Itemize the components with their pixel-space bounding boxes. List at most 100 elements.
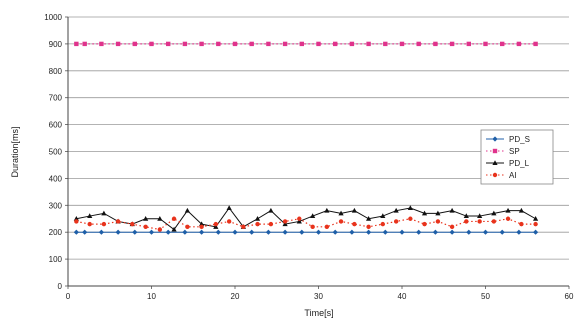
y-tick-label: 700 bbox=[49, 94, 63, 103]
data-point-pd-s bbox=[282, 229, 288, 235]
data-point-pd-l bbox=[477, 213, 483, 219]
data-point-ai bbox=[115, 219, 121, 224]
x-tick-label: 50 bbox=[481, 292, 490, 301]
data-point-ai bbox=[366, 224, 371, 230]
data-point-pd-l bbox=[338, 210, 344, 216]
data-point-sp bbox=[299, 41, 304, 47]
series-layer bbox=[73, 41, 539, 235]
data-point-sp bbox=[266, 41, 271, 47]
data-point-pd-l bbox=[421, 210, 428, 216]
legend-swatch-marker bbox=[492, 160, 498, 165]
y-tick-label: 600 bbox=[49, 121, 63, 130]
data-point-pd-l bbox=[184, 207, 191, 213]
data-point-pd-s bbox=[73, 229, 79, 235]
data-point-ai bbox=[324, 224, 330, 230]
data-point-sp bbox=[500, 41, 505, 47]
legend-label: PD_S bbox=[509, 135, 530, 144]
data-point-pd-l bbox=[101, 210, 107, 216]
data-point-sp bbox=[132, 41, 137, 47]
data-point-ai bbox=[408, 216, 413, 221]
data-point-ai bbox=[380, 221, 385, 227]
data-point-pd-l bbox=[505, 207, 511, 213]
data-point-pd-l bbox=[533, 215, 539, 221]
x-axis-title: Time[s] bbox=[304, 308, 333, 318]
data-point-pd-s bbox=[249, 229, 255, 235]
data-point-sp bbox=[383, 41, 388, 47]
data-point-sp bbox=[366, 41, 371, 47]
data-point-pd-s bbox=[366, 229, 372, 235]
data-point-pd-s bbox=[332, 229, 338, 235]
legend-swatch-marker bbox=[492, 172, 498, 178]
series-ai bbox=[74, 216, 538, 232]
data-point-sp bbox=[516, 41, 522, 47]
y-tick-label: 900 bbox=[49, 40, 63, 49]
data-point-sp bbox=[199, 41, 204, 47]
x-tick-label: 30 bbox=[314, 292, 323, 301]
legend-label: PD_L bbox=[509, 159, 530, 168]
data-point-pd-s bbox=[315, 229, 322, 235]
data-point-pd-l bbox=[226, 205, 232, 210]
data-point-sp bbox=[433, 41, 438, 47]
data-point-ai bbox=[338, 219, 344, 224]
data-point-sp bbox=[82, 41, 87, 47]
data-point-ai bbox=[101, 221, 107, 227]
data-point-sp bbox=[149, 41, 154, 47]
data-point-sp bbox=[449, 41, 455, 47]
data-point-ai bbox=[505, 216, 511, 221]
data-point-pd-s bbox=[232, 229, 238, 235]
data-point-ai bbox=[143, 224, 148, 230]
legend-item-pd-s: PD_S bbox=[486, 135, 530, 144]
data-point-ai bbox=[477, 219, 482, 224]
data-point-sp bbox=[249, 41, 254, 47]
data-point-ai bbox=[130, 221, 135, 227]
y-tick-label: 800 bbox=[49, 67, 63, 76]
data-point-pd-s bbox=[182, 229, 188, 235]
data-point-sp bbox=[399, 41, 405, 47]
data-point-pd-s bbox=[499, 229, 505, 235]
data-point-ai bbox=[241, 224, 246, 230]
legend-item-ai: AI bbox=[486, 171, 517, 180]
data-point-pd-s bbox=[215, 229, 221, 235]
data-point-sp bbox=[333, 41, 338, 47]
y-tick-label: 200 bbox=[49, 228, 63, 237]
data-point-sp bbox=[282, 41, 288, 47]
data-point-pd-s bbox=[516, 229, 522, 235]
data-point-sp bbox=[349, 41, 355, 47]
data-point-sp bbox=[166, 41, 171, 47]
data-point-ai bbox=[449, 224, 455, 230]
data-point-sp bbox=[483, 41, 488, 47]
data-point-pd-l bbox=[324, 207, 330, 213]
data-point-pd-s bbox=[299, 229, 305, 235]
data-point-ai bbox=[74, 219, 79, 224]
data-point-pd-s bbox=[265, 229, 271, 235]
data-point-pd-l bbox=[296, 218, 302, 224]
x-tick-label: 20 bbox=[231, 292, 240, 301]
data-point-pd-l bbox=[351, 207, 358, 213]
data-point-pd-s bbox=[199, 229, 205, 235]
data-point-ai bbox=[310, 224, 315, 230]
data-point-pd-s bbox=[115, 229, 121, 235]
data-point-sp bbox=[99, 41, 104, 47]
data-point-ai bbox=[393, 219, 399, 224]
data-point-ai bbox=[255, 221, 260, 227]
data-point-pd-l bbox=[213, 224, 219, 229]
data-point-pd-s bbox=[148, 229, 155, 235]
data-point-ai bbox=[282, 219, 288, 224]
legend-label: SP bbox=[509, 147, 520, 156]
data-point-sp bbox=[74, 41, 79, 47]
data-point-pd-l bbox=[199, 221, 205, 227]
tick-labels: 0 100 200 300 400 500 600 700 800 900 1000 0 10 20 30 4… bbox=[44, 13, 574, 301]
data-point-pd-l bbox=[366, 215, 372, 221]
data-point-pd-s bbox=[399, 229, 405, 235]
data-point-ai bbox=[268, 221, 274, 227]
data-point-ai bbox=[422, 221, 427, 227]
data-point-pd-l bbox=[380, 213, 386, 219]
data-point-pd-l bbox=[407, 205, 413, 210]
data-point-ai bbox=[171, 216, 177, 221]
data-point-ai bbox=[435, 219, 441, 224]
y-tick-label: 100 bbox=[49, 255, 63, 264]
x-tick-label: 0 bbox=[66, 292, 71, 301]
legend-item-pd-l: PD_L bbox=[486, 159, 530, 168]
